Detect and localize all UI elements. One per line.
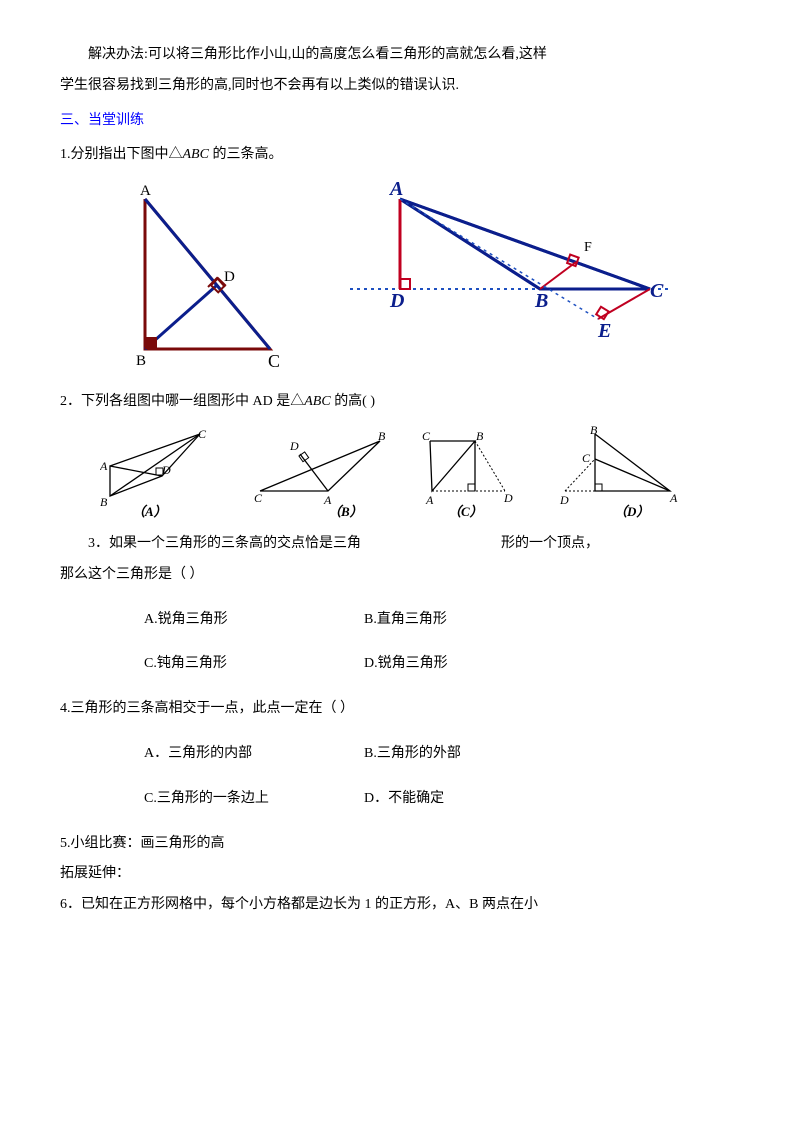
svg-text:D: D	[559, 493, 569, 507]
q4-C: C.三角形的一条边上	[144, 784, 364, 815]
svg-text:C: C	[582, 451, 591, 465]
q4-text: 4.三角形的三条高相交于一点，此点一定在（ ）	[60, 694, 740, 725]
ext-heading: 拓展延伸：	[60, 859, 740, 890]
q3-line2: 那么这个三角形是（ ）	[60, 560, 740, 591]
svg-text:C: C	[254, 491, 263, 505]
q2-options: A B C D （A） C A B D （B） C B A D	[100, 426, 740, 521]
q1-figure-2: A B C D E F	[340, 179, 680, 359]
q1f1-B: B	[136, 353, 146, 369]
svg-text:C: C	[198, 427, 207, 441]
svg-text:D: D	[289, 439, 299, 453]
q4-A: A．三角形的内部	[144, 739, 364, 770]
svg-text:B: B	[100, 495, 108, 509]
q4-opts-ab: A．三角形的内部 B.三角形的外部	[144, 739, 740, 770]
q1f2-A: A	[388, 179, 403, 200]
q2-abc: ABC	[304, 394, 330, 409]
intro-line1: 解决办法:可以将三角形比作小山,山的高度怎么看三角形的高就怎么看,这样	[60, 40, 740, 71]
q1f2-C: C	[650, 280, 664, 302]
q1-suffix: 的三条高。	[209, 147, 283, 162]
q1f2-E: E	[597, 320, 611, 342]
q2-optD-label: （D）	[614, 504, 649, 519]
q1-prefix: 1.分别指出下图中△	[60, 147, 183, 162]
q1-text: 1.分别指出下图中△ABC 的三条高。	[60, 140, 740, 171]
svg-text:B: B	[590, 426, 598, 437]
q3-C: C.钝角三角形	[144, 649, 364, 680]
q2-optC-label: （C）	[448, 504, 483, 519]
q3-B: B.直角三角形	[364, 605, 584, 636]
svg-text:A: A	[425, 493, 434, 507]
q4-D: D．不能确定	[364, 784, 584, 815]
q1f1-A: A	[140, 183, 151, 199]
svg-text:B: B	[378, 429, 386, 443]
q2-suffix: 的高( )	[331, 394, 375, 409]
q4-B: B.三角形的外部	[364, 739, 584, 770]
section-3-heading: 三、当堂训练	[60, 106, 740, 137]
q3-part2: 形的一个顶点，	[501, 529, 599, 560]
q3-line1: 3．如果一个三角形的三条高的交点恰是三角 形的一个顶点，	[88, 529, 740, 560]
q1-abc: ABC	[183, 147, 209, 162]
q1f2-F: F	[584, 240, 592, 255]
q2-prefix: 2．下列各组图中哪一组图形中 AD 是△	[60, 394, 304, 409]
q3-opts-ab: A.锐角三角形 B.直角三角形	[144, 605, 740, 636]
q2-optA-label: （A）	[132, 504, 167, 519]
q2-optB-label: （B）	[328, 504, 363, 519]
q1-figure-1: A B C D	[100, 179, 300, 379]
q4-opts-cd: C.三角形的一条边上 D．不能确定	[144, 784, 740, 815]
svg-text:D: D	[161, 463, 171, 477]
q3-A: A.锐角三角形	[144, 605, 364, 636]
q2-text: 2．下列各组图中哪一组图形中 AD 是△ABC 的高( )	[60, 387, 740, 418]
q3-part1: 3．如果一个三角形的三条高的交点恰是三角	[88, 529, 361, 560]
q1f2-B: B	[534, 290, 548, 312]
intro-line2: 学生很容易找到三角形的高,同时也不会再有以上类似的错误认识.	[60, 71, 740, 102]
q1-diagrams: A B C D A B C D E F	[100, 179, 740, 379]
q1f2-D: D	[389, 290, 404, 312]
q2-options-svg: A B C D （A） C A B D （B） C B A D	[100, 426, 720, 521]
q6-text: 6．已知在正方形网格中，每个小方格都是边长为 1 的正方形，A、B 两点在小	[60, 890, 740, 921]
q1f1-C: C	[268, 351, 280, 371]
q3-opts-cd: C.钝角三角形 D.锐角三角形	[144, 649, 740, 680]
svg-text:D: D	[503, 491, 513, 505]
q3-D: D.锐角三角形	[364, 649, 584, 680]
svg-text:A: A	[100, 459, 108, 473]
svg-text:B: B	[476, 429, 484, 443]
q5-text: 5.小组比赛：画三角形的高	[60, 829, 740, 860]
svg-text:C: C	[422, 429, 431, 443]
q1f1-D: D	[224, 269, 235, 285]
svg-text:A: A	[669, 491, 678, 505]
